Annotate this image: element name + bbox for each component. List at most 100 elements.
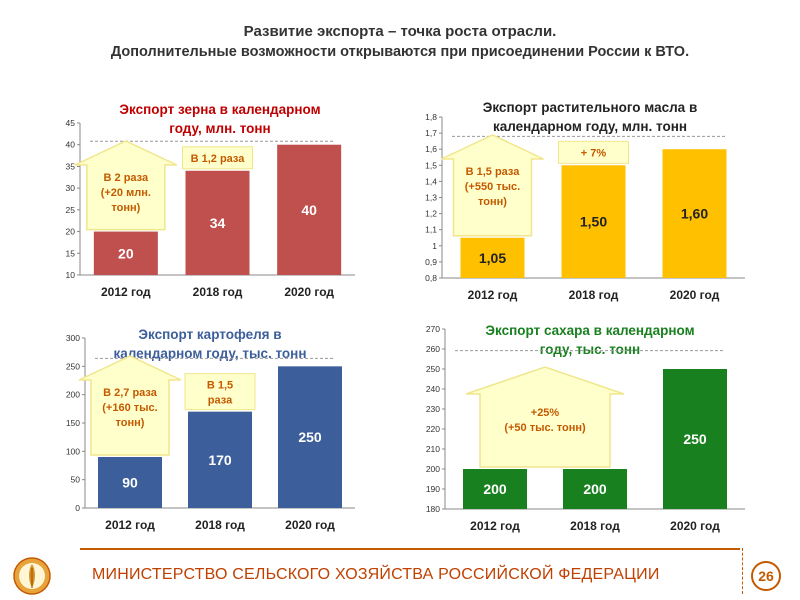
sugar-category-label: 2012 год (470, 519, 520, 533)
grain-growth-box (182, 146, 253, 170)
oil-bar (460, 237, 525, 278)
oil-y-tick-label: 1,3 (425, 193, 437, 203)
grain-category-label: 2018 год (193, 285, 243, 299)
grain-chart-svg: 10 15 20 25 30 35 40 45 20 2012 год 34 2018 год 40 20… (66, 118, 355, 299)
grain-annotation-text: В 2 раза (104, 172, 149, 184)
potato-chart-title: Экспорт картофеля в календарном году, тыс… (85, 325, 335, 363)
potato-annotation: В 1,5 раза (184, 373, 256, 411)
potato-y-tick-label: 200 (66, 390, 80, 400)
sugar-chart-svg: 180 190 200 210 220 230 240 250 260 270 200 2012 го… (426, 324, 745, 533)
oil-bar-value-label: 1,60 (681, 206, 708, 222)
potato-chart-title-line: календарном году, тыс. тонн (113, 346, 307, 361)
oil-y-tick-label: 1,1 (425, 225, 437, 235)
potato-bar-value-label: 90 (122, 475, 138, 491)
sugar-growth-arrow (465, 366, 625, 468)
sugar-annotation-text: +25% (531, 407, 560, 419)
potato-bar-value-label: 170 (208, 452, 232, 468)
potato-y-tick-label: 300 (66, 333, 80, 343)
sugar-y-tick-label: 200 (426, 464, 440, 474)
grain-y-tick-label: 20 (66, 227, 76, 237)
slide-header: Развитие экспорта – точка роста отрасли.… (0, 22, 800, 62)
slide-subtitle: Дополнительные возможности открываются п… (110, 44, 690, 60)
oil-y-tick-label: 1,4 (425, 176, 437, 186)
grain-annotation: В 2 раза (+20 млн. тонн) (74, 140, 178, 231)
grain-annotation: В 1,2 раза (182, 146, 253, 170)
grain-bar-value-label: 20 (118, 245, 134, 261)
grain-y-tick-label: 40 (66, 140, 76, 150)
grain-growth-arrow (74, 140, 178, 231)
potato-y-tick-label: 50 (71, 475, 81, 485)
oil-y-tick-label: 1,6 (425, 144, 437, 154)
oil-chart-title: Экспорт растительного масла в календарном… (440, 98, 740, 136)
sugar-y-tick-label: 210 (426, 444, 440, 454)
potato-bar (278, 366, 342, 508)
sugar-export-chart: Экспорт сахара в календарном году, тыс. т… (400, 320, 800, 570)
oil-y-tick-label: 1,2 (425, 209, 437, 219)
sugar-bar (663, 369, 727, 509)
oil-annotation-text: тонн) (478, 196, 507, 208)
oil-annotation: + 7% (558, 140, 629, 164)
grain-chart-title-line: году, млн. тонн (169, 121, 271, 136)
sugar-y-tick-label: 190 (426, 484, 440, 494)
sugar-bar-value-label: 200 (483, 481, 507, 497)
sugar-category-label: 2018 год (570, 519, 620, 533)
potato-y-tick-label: 0 (75, 503, 80, 513)
oil-y-tick-label: 0,8 (425, 273, 437, 283)
grain-bar-value-label: 34 (210, 215, 226, 231)
oil-bar (561, 165, 626, 278)
oil-growth-arrow (441, 134, 544, 237)
potato-annotation-text: (+160 тыс. (102, 402, 157, 414)
oil-y-tick-label: 0,9 (425, 257, 437, 267)
grain-bar (277, 144, 342, 275)
grain-y-tick-label: 30 (66, 183, 76, 193)
potato-y-tick-label: 250 (66, 361, 80, 371)
grain-bar (93, 231, 158, 275)
grain-chart-title: Экспорт зерна в календарном году, млн. то… (85, 100, 355, 138)
slide-title: Развитие экспорта – точка роста отрасли. (243, 23, 557, 40)
grain-y-tick-label: 15 (66, 248, 76, 258)
grain-y-tick-label: 45 (66, 118, 76, 128)
oil-chart-title-line: Экспорт растительного масла в (482, 100, 698, 115)
oil-y-tick-label: 1,7 (425, 128, 437, 138)
potato-chart-svg: 0 50 100 150 200 250 300 90 2012 год 170 2018 год 2… (66, 333, 355, 532)
sugar-annotation-text: (+50 тыс. тонн) (504, 422, 586, 434)
potato-annotation-text: раза (208, 395, 233, 407)
grain-chart-title-line: Экспорт зерна в календарном (119, 102, 321, 117)
oil-y-tick-label: 1,8 (425, 112, 437, 122)
grain-bar-value-label: 40 (301, 202, 317, 218)
sugar-bar (563, 469, 627, 509)
sugar-y-tick-label: 230 (426, 404, 440, 414)
sugar-y-tick-label: 260 (426, 344, 440, 354)
potato-chart-title-line: Экспорт картофеля в (138, 327, 282, 342)
oil-growth-box (558, 140, 629, 164)
grain-category-label: 2020 год (284, 285, 334, 299)
footer-vertical-divider (742, 548, 743, 594)
potato-growth-arrow (78, 355, 182, 456)
potato-annotation-text: В 2,7 раза (103, 387, 158, 399)
sugar-category-label: 2020 год (670, 519, 720, 533)
oil-chart-svg: 0,8 0,9 1 1,1 1,2 1,3 1,4 1,5 1,6 1,7 1,8 1,05 2012 … (425, 112, 745, 302)
page-number-badge: 26 (751, 561, 781, 591)
oil-annotation-text: (+550 тыс. (465, 181, 520, 193)
potato-category-label: 2020 год (285, 518, 335, 532)
potato-annotation-text: тонн) (116, 417, 145, 429)
sugar-bar (463, 469, 527, 509)
sugar-y-tick-label: 220 (426, 424, 440, 434)
oil-chart-title-line: календарном году, млн. тонн (492, 119, 688, 134)
potato-bar-value-label: 250 (298, 429, 322, 445)
grain-y-tick-label: 35 (66, 161, 76, 171)
ministry-name: МИНИСТЕРСТВО СЕЛЬСКОГО ХОЗЯЙСТВА РОССИЙС… (92, 566, 660, 583)
grain-annotation-text: (+20 млн. (101, 187, 151, 199)
potato-export-chart: Экспорт картофеля в календарном году, тыс… (0, 320, 400, 570)
sugar-y-tick-label: 240 (426, 384, 440, 394)
potato-category-label: 2012 год (105, 518, 155, 532)
sugar-bar-value-label: 200 (583, 481, 607, 497)
sugar-y-tick-label: 180 (426, 504, 440, 514)
grain-category-label: 2012 год (101, 285, 151, 299)
potato-y-tick-label: 150 (66, 418, 80, 428)
potato-y-tick-label: 100 (66, 446, 80, 456)
sugar-chart-title-line: Экспорт сахара в календарном (485, 323, 695, 338)
grain-annotation-text: тонн) (111, 202, 140, 214)
sugar-chart-title-line: году, тыс. тонн (539, 342, 641, 357)
oil-y-tick-label: 1,5 (425, 160, 437, 170)
